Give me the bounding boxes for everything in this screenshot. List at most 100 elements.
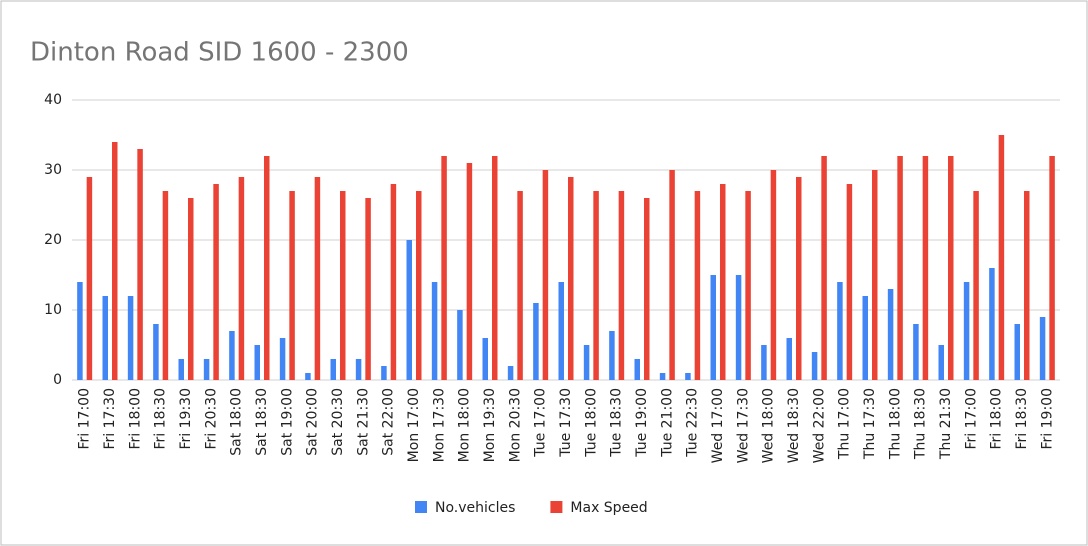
bar bbox=[238, 177, 245, 380]
bar bbox=[137, 149, 143, 380]
bar bbox=[913, 324, 919, 380]
bar bbox=[963, 282, 970, 380]
x-tick-label: Wed 18:30 bbox=[786, 388, 802, 463]
bar bbox=[330, 359, 336, 380]
bar bbox=[542, 170, 549, 380]
bar bbox=[264, 156, 270, 380]
x-tick-label: Tue 19:00 bbox=[634, 388, 650, 458]
x-tick-label: Mon 17:30 bbox=[431, 388, 447, 462]
legend-swatch bbox=[415, 501, 427, 513]
y-tick-label: 20 bbox=[44, 232, 62, 248]
bar bbox=[102, 296, 108, 380]
bar bbox=[872, 170, 878, 380]
x-tick-label: Sat 21:30 bbox=[355, 388, 371, 456]
x-tick-label: Thu 18:30 bbox=[913, 388, 929, 460]
bar bbox=[1049, 156, 1055, 380]
bar bbox=[745, 191, 751, 380]
x-tick-label: Thu 17:30 bbox=[862, 388, 878, 460]
x-tick-label: Thu 21:30 bbox=[938, 388, 954, 460]
y-tick-label: 0 bbox=[53, 372, 62, 388]
x-tick-label: Fri 20:30 bbox=[203, 388, 219, 449]
bar bbox=[583, 345, 590, 380]
bar bbox=[634, 359, 640, 380]
bar bbox=[533, 303, 539, 380]
bar bbox=[153, 324, 159, 380]
bar bbox=[1039, 317, 1046, 380]
bar bbox=[796, 177, 802, 380]
x-tick-label: Mon 20:30 bbox=[507, 388, 523, 462]
x-tick-label: Thu 17:00 bbox=[837, 388, 853, 460]
x-tick-label: Sat 20:00 bbox=[305, 388, 321, 456]
bar bbox=[685, 373, 691, 380]
x-tick-label: Sat 18:00 bbox=[229, 388, 245, 456]
x-tick-label: Sat 18:30 bbox=[254, 388, 270, 456]
bar bbox=[340, 191, 346, 380]
y-tick-label: 40 bbox=[44, 92, 62, 108]
x-tick-label: Thu 18:00 bbox=[887, 388, 903, 460]
bar bbox=[314, 177, 321, 380]
bar bbox=[457, 310, 463, 380]
bar bbox=[710, 275, 716, 380]
bar bbox=[973, 191, 979, 380]
bar bbox=[77, 282, 83, 380]
x-tick-label: Tue 17:30 bbox=[558, 388, 574, 458]
x-tick-label: Tue 21:00 bbox=[659, 388, 675, 458]
bar bbox=[1014, 324, 1020, 380]
x-tick-label: Fri 18:30 bbox=[1014, 388, 1030, 449]
chart-title: Dinton Road SID 1600 - 2300 bbox=[30, 38, 409, 68]
bar bbox=[355, 359, 362, 380]
x-tick-label: Wed 22:00 bbox=[811, 388, 827, 463]
bar bbox=[837, 282, 843, 380]
bar bbox=[492, 156, 498, 380]
bar bbox=[694, 191, 701, 380]
bar bbox=[644, 198, 650, 380]
bar bbox=[188, 198, 194, 380]
bar bbox=[178, 359, 184, 380]
x-tick-label: Sat 22:00 bbox=[381, 388, 397, 456]
bar bbox=[659, 373, 666, 380]
y-tick-label: 30 bbox=[44, 162, 62, 178]
x-tick-label: Fri 17:30 bbox=[102, 388, 118, 449]
bar bbox=[669, 170, 675, 380]
bar bbox=[862, 296, 868, 380]
x-tick-label: Mon 19:30 bbox=[482, 388, 498, 462]
bar bbox=[365, 198, 371, 380]
x-tick-label: Tue 18:00 bbox=[583, 388, 599, 458]
x-tick-label: Wed 17:30 bbox=[735, 388, 751, 463]
bar bbox=[162, 191, 169, 380]
bar bbox=[720, 184, 726, 380]
bar bbox=[593, 191, 599, 380]
bar bbox=[127, 296, 134, 380]
bar bbox=[568, 177, 574, 380]
bar bbox=[441, 156, 447, 380]
x-tick-label: Sat 20:30 bbox=[330, 388, 346, 456]
bar bbox=[381, 366, 387, 380]
bar bbox=[618, 191, 625, 380]
legend-label: No.vehicles bbox=[435, 500, 515, 516]
bar bbox=[821, 156, 827, 380]
bar bbox=[811, 352, 818, 380]
legend-swatch bbox=[550, 501, 563, 513]
x-tick-label: Sat 19:00 bbox=[279, 388, 295, 456]
bar bbox=[203, 359, 210, 380]
bar bbox=[887, 289, 894, 380]
bar bbox=[229, 331, 235, 380]
x-tick-label: Fri 18:00 bbox=[989, 388, 1005, 449]
bar bbox=[86, 177, 93, 380]
bar bbox=[112, 142, 118, 380]
x-tick-label: Tue 22:30 bbox=[685, 388, 701, 458]
x-tick-label: Tue 18:30 bbox=[609, 388, 625, 458]
x-tick-label: Mon 18:00 bbox=[457, 388, 473, 462]
bar bbox=[770, 170, 777, 380]
bar bbox=[609, 331, 615, 380]
bar bbox=[431, 282, 438, 380]
bar bbox=[279, 338, 286, 380]
bar bbox=[466, 163, 473, 380]
x-tick-label: Fri 19:00 bbox=[1039, 388, 1055, 449]
bar bbox=[254, 345, 260, 380]
bar bbox=[989, 268, 995, 380]
bar bbox=[998, 135, 1005, 380]
x-tick-label: Wed 18:00 bbox=[761, 388, 777, 463]
bar bbox=[289, 191, 295, 380]
